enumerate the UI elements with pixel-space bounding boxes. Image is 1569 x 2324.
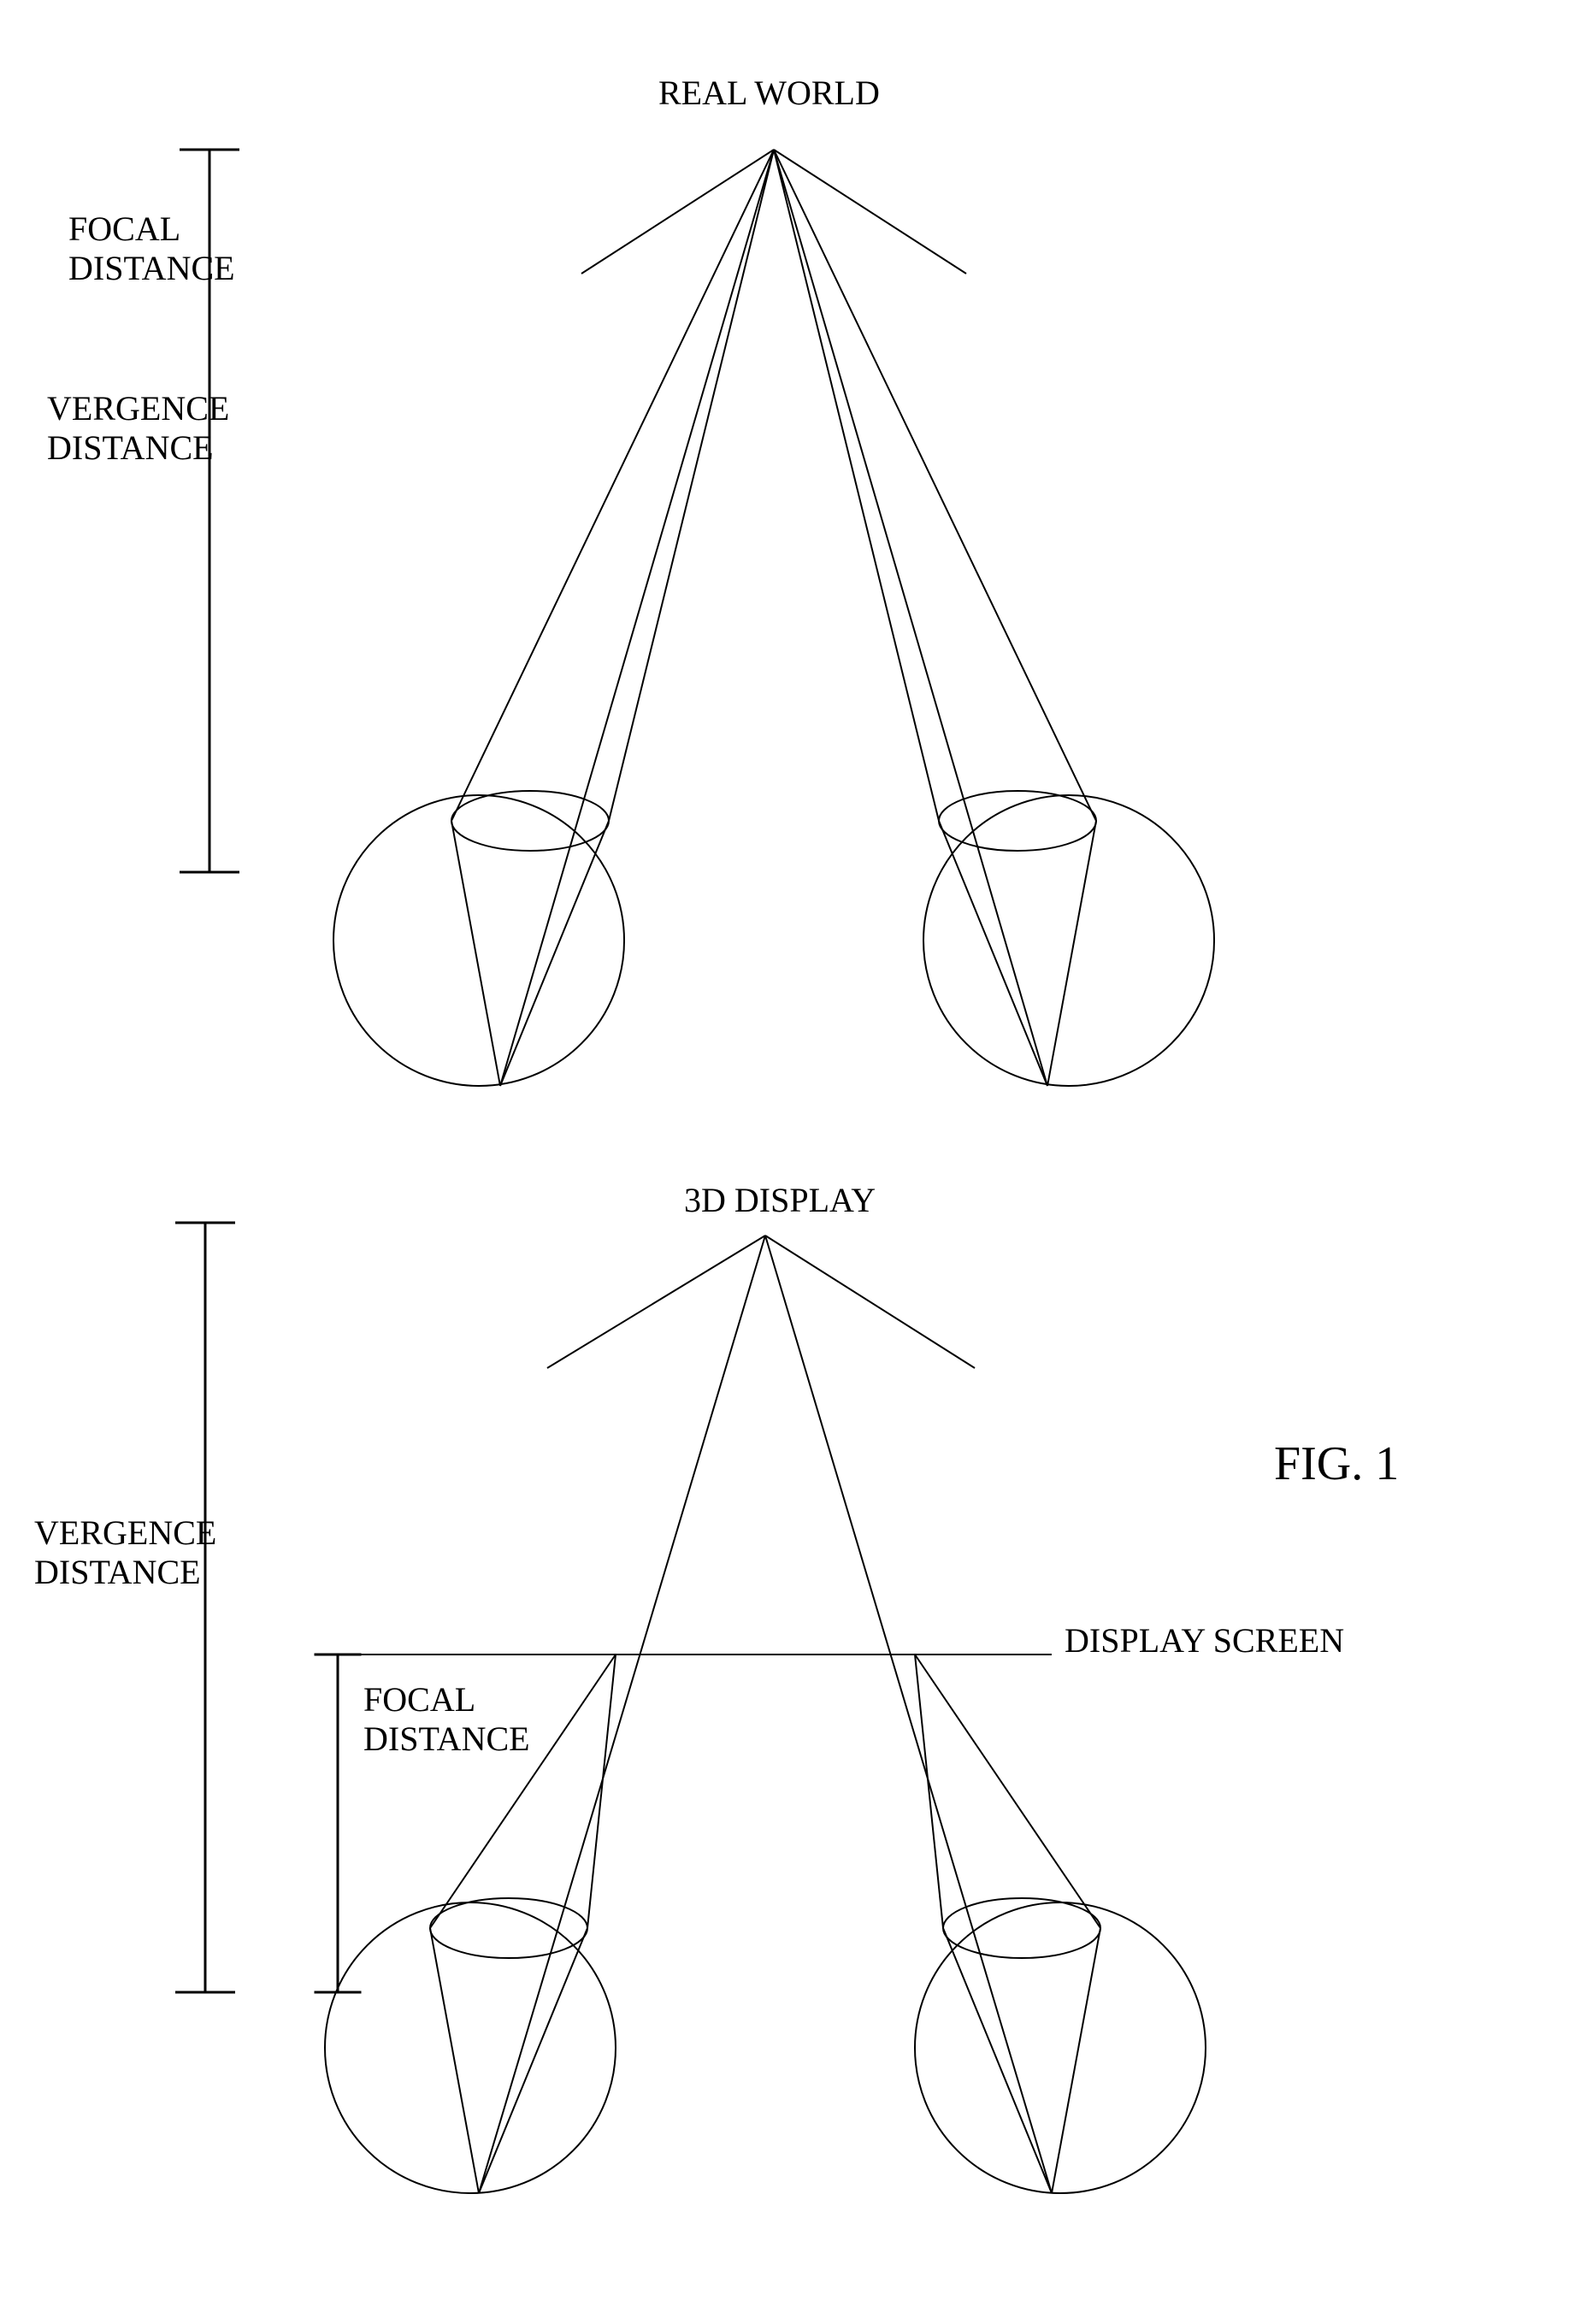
real-world-label: REAL WORLD [658,73,880,113]
vergence-distance-bottom-label: VERGENCEDISTANCE [34,1513,216,1592]
diagram-svg [0,0,1569,2324]
display-3d-label: 3D DISPLAY [684,1180,876,1220]
focal-distance-bottom-label: FOCALDISTANCE [363,1680,530,1759]
figure-label: FIG. 1 [1274,1436,1399,1491]
focal-distance-top-label: FOCALDISTANCE [68,209,235,288]
display-screen-label: DISPLAY SCREEN [1065,1620,1344,1660]
vergence-distance-top-label: VERGENCEDISTANCE [47,389,229,468]
